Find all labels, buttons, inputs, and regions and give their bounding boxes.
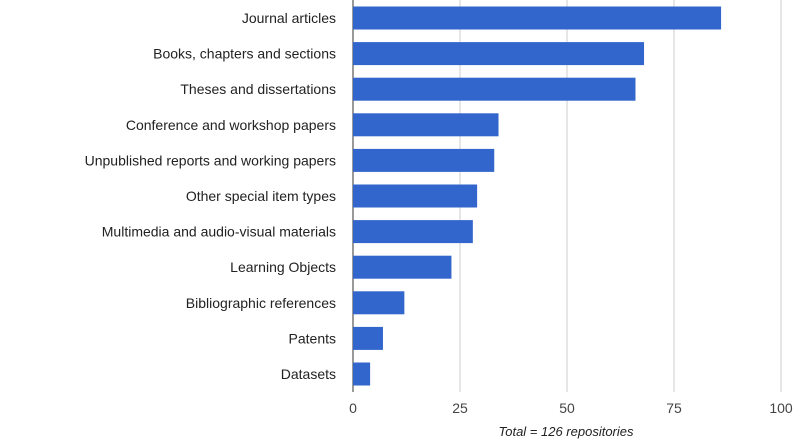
x-tick-label: 25 (452, 400, 468, 416)
category-labels: Journal articles Books, chapters and sect… (85, 10, 336, 382)
bar (353, 326, 383, 350)
x-axis-title: Total = 126 repositories (498, 424, 634, 439)
category-label: Multimedia and audio-visual materials (102, 224, 336, 240)
bar (353, 42, 645, 66)
bar (353, 220, 473, 244)
category-label: Theses and dissertations (180, 81, 336, 97)
bar (353, 362, 371, 386)
category-label: Other special item types (186, 188, 336, 204)
bar (353, 77, 636, 101)
gridlines (352, 0, 782, 392)
x-tick-label: 50 (559, 400, 575, 416)
bar (353, 255, 452, 279)
bar (353, 148, 495, 172)
category-label: Patents (289, 330, 336, 346)
x-tick-label: 100 (769, 400, 793, 416)
category-label: Learning Objects (230, 259, 336, 275)
bar (353, 291, 405, 315)
x-tick-label: 75 (666, 400, 682, 416)
x-tick-label: 0 (349, 400, 357, 416)
category-label: Books, chapters and sections (153, 46, 336, 62)
bars (353, 6, 722, 386)
category-label: Bibliographic references (186, 295, 336, 311)
category-label: Unpublished reports and working papers (85, 152, 336, 168)
bar (353, 6, 722, 30)
bar (353, 113, 499, 137)
category-label: Datasets (281, 366, 336, 382)
x-axis-tick-labels: 0 25 50 75 100 (349, 400, 793, 416)
category-label: Journal articles (242, 10, 336, 26)
bar (353, 184, 478, 208)
category-label: Conference and workshop papers (126, 117, 336, 133)
